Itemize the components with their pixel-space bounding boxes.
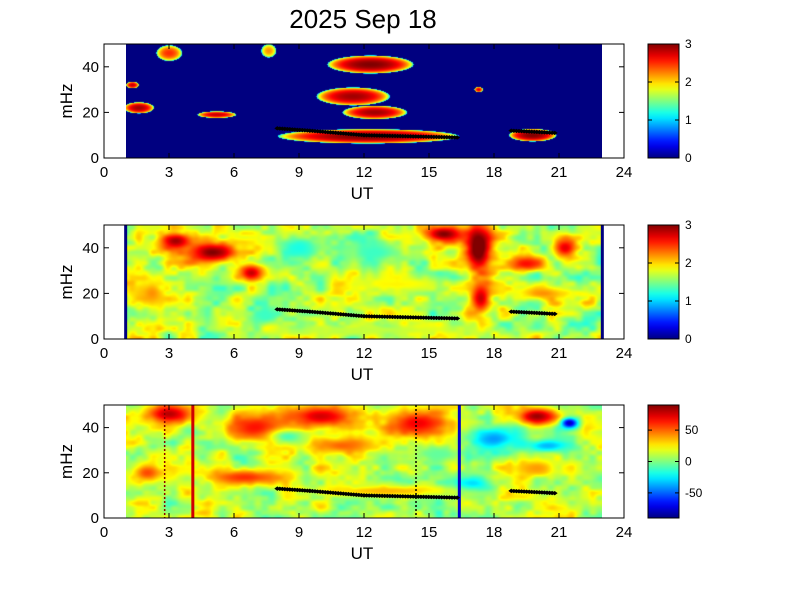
y-tick-label: 20 bbox=[82, 465, 99, 482]
x-axis-label: UT bbox=[351, 544, 374, 563]
colorbar-tick-label: -50 bbox=[685, 486, 703, 500]
x-tick-label: 6 bbox=[230, 524, 238, 541]
x-tick-label: 3 bbox=[165, 345, 173, 362]
x-tick-label: 6 bbox=[230, 164, 238, 181]
y-tick-label: 40 bbox=[82, 240, 99, 257]
y-tick-label: 0 bbox=[91, 510, 99, 527]
colorbar-tick-label: 0 bbox=[685, 455, 692, 469]
colorbar-tick-label: 1 bbox=[685, 294, 692, 308]
colorbar bbox=[647, 43, 680, 159]
heatmap-field bbox=[126, 225, 602, 339]
x-tick-label: 0 bbox=[100, 345, 108, 362]
x-tick-label: 12 bbox=[356, 524, 373, 541]
x-tick-label: 0 bbox=[100, 164, 108, 181]
x-tick-label: 21 bbox=[551, 164, 568, 181]
x-tick-label: 6 bbox=[230, 345, 238, 362]
colorbar bbox=[647, 404, 680, 519]
y-tick-label: 0 bbox=[91, 331, 99, 348]
x-tick-label: 15 bbox=[421, 345, 438, 362]
marker-point bbox=[551, 490, 558, 496]
x-tick-label: 9 bbox=[295, 524, 303, 541]
colorbar-tick-label: 1 bbox=[685, 113, 692, 127]
x-tick-label: 12 bbox=[356, 164, 373, 181]
heatmap-field bbox=[126, 44, 602, 158]
x-tick-label: 24 bbox=[616, 345, 633, 362]
y-tick-label: 0 bbox=[91, 150, 99, 167]
x-tick-label: 21 bbox=[551, 524, 568, 541]
x-tick-label: 3 bbox=[165, 164, 173, 181]
y-tick-label: 20 bbox=[82, 104, 99, 121]
heatmap-field bbox=[126, 405, 602, 518]
x-tick-label: 9 bbox=[295, 345, 303, 362]
x-tick-label: 21 bbox=[551, 345, 568, 362]
x-tick-label: 18 bbox=[486, 345, 503, 362]
colorbar bbox=[647, 224, 680, 340]
x-tick-label: 18 bbox=[486, 524, 503, 541]
colorbar-tick-label: 3 bbox=[685, 37, 692, 51]
marker-point bbox=[551, 130, 558, 136]
x-tick-label: 24 bbox=[616, 524, 633, 541]
marker-point bbox=[454, 495, 461, 500]
marker-point bbox=[551, 311, 558, 317]
colorbar-tick-label: 2 bbox=[685, 75, 692, 89]
colorbar-tick-label: 2 bbox=[685, 256, 692, 270]
colorbar-tick-label: 0 bbox=[685, 332, 692, 346]
colorbar-tick-label: 3 bbox=[685, 218, 692, 232]
x-axis-label: UT bbox=[351, 365, 374, 384]
y-tick-label: 40 bbox=[82, 420, 99, 437]
x-tick-label: 3 bbox=[165, 524, 173, 541]
colorbar-tick-label: 0 bbox=[685, 151, 692, 165]
marker-point bbox=[454, 316, 461, 321]
x-tick-label: 0 bbox=[100, 524, 108, 541]
y-axis-label: mHz bbox=[57, 84, 76, 119]
y-axis-label: mHz bbox=[57, 444, 76, 479]
y-tick-label: 20 bbox=[82, 285, 99, 302]
x-tick-label: 12 bbox=[356, 345, 373, 362]
y-tick-label: 40 bbox=[82, 59, 99, 76]
x-tick-label: 18 bbox=[486, 164, 503, 181]
y-axis-label: mHz bbox=[57, 265, 76, 300]
x-tick-label: 24 bbox=[616, 164, 633, 181]
colorbar-tick-label: 50 bbox=[685, 423, 699, 437]
edge-bar-1 bbox=[124, 225, 128, 339]
marker-point bbox=[454, 135, 461, 140]
figure-title: 2025 Sep 18 bbox=[289, 4, 436, 34]
x-tick-label: 9 bbox=[295, 164, 303, 181]
x-axis-label: UT bbox=[351, 184, 374, 203]
panel-3: 0 3 6 9 12 15 18 21 24 0 20 40 UT mHz -50 0 50 bbox=[57, 404, 703, 563]
edge-bar-2 bbox=[600, 225, 604, 339]
x-tick-label: 15 bbox=[421, 164, 438, 181]
x-tick-label: 15 bbox=[421, 524, 438, 541]
